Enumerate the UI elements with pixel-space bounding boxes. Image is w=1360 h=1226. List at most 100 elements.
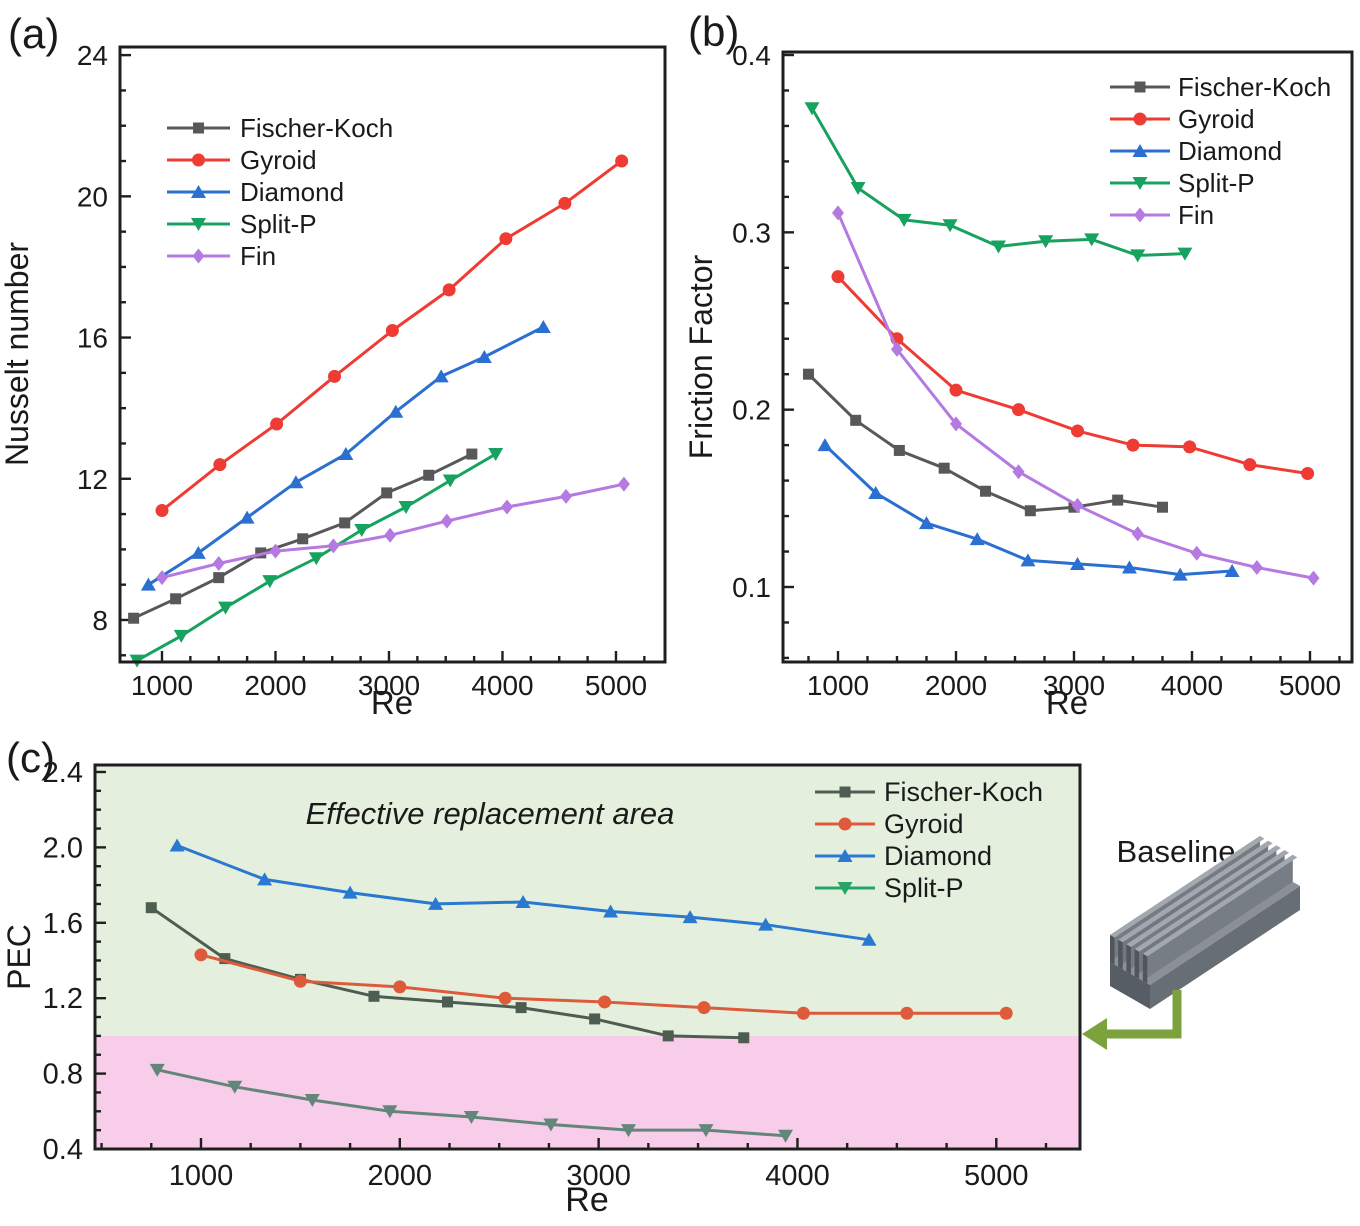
effective-zone — [95, 765, 1080, 1036]
svg-text:1.2: 1.2 — [43, 983, 83, 1015]
legend-item-fischer-koch: Fischer-Koch — [1110, 72, 1331, 102]
svg-text:0.4: 0.4 — [43, 1134, 83, 1166]
plot-frame — [781, 50, 1354, 664]
svg-text:1.6: 1.6 — [43, 908, 83, 940]
svg-text:0.3: 0.3 — [732, 217, 771, 248]
series-gyroid — [155, 154, 629, 518]
legend-item-split-p: Split-P — [815, 873, 964, 903]
legend-item-fischer-koch: Fischer-Koch — [167, 113, 393, 143]
series-fin — [155, 476, 630, 586]
legend-label-fischer-koch: Fischer-Koch — [240, 113, 393, 143]
legend-label-split-p: Split-P — [240, 209, 317, 239]
x-axis-label: Re — [1046, 684, 1088, 721]
effective-replacement-annotation: Effective replacement area — [306, 796, 675, 831]
x-axis-label: Re — [565, 1181, 608, 1219]
series-diamond — [817, 438, 1240, 581]
panel-a-label: (a) — [8, 10, 59, 57]
legend-item-diamond: Diamond — [1110, 136, 1282, 166]
legend-label-fin: Fin — [1178, 200, 1214, 230]
x-axis-label: Re — [371, 684, 413, 721]
plot-frame — [93, 763, 1082, 1151]
legend-item-gyroid: Gyroid — [815, 809, 964, 839]
legend-item-diamond: Diamond — [167, 177, 344, 207]
legend-item-split-p: Split-P — [1110, 168, 1255, 198]
svg-text:5000: 5000 — [585, 670, 647, 701]
svg-text:2000: 2000 — [925, 670, 987, 701]
axis-ticks — [120, 53, 646, 662]
svg-text:5000: 5000 — [964, 1160, 1029, 1192]
svg-text:1000: 1000 — [807, 670, 869, 701]
svg-text:1000: 1000 — [131, 670, 193, 701]
svg-text:24: 24 — [77, 40, 108, 71]
legend-item-gyroid: Gyroid — [167, 145, 317, 175]
svg-text:0.8: 0.8 — [43, 1059, 83, 1091]
baseline-arrow-icon — [1082, 990, 1182, 1050]
legend-label-diamond: Diamond — [1178, 136, 1282, 166]
svg-text:0.2: 0.2 — [732, 395, 771, 426]
svg-text:2.0: 2.0 — [43, 832, 83, 864]
svg-text:1000: 1000 — [169, 1160, 234, 1192]
svg-text:4000: 4000 — [765, 1160, 830, 1192]
svg-text:3000: 3000 — [1043, 670, 1105, 701]
svg-text:2.4: 2.4 — [43, 757, 83, 789]
panel-b-label: (b) — [688, 8, 739, 55]
pec-chart: 1000 2000 3000 4000 5000 0.4 0.8 1.2 1.6 2.0 2.4 Re… — [1, 757, 1082, 1219]
svg-text:3000: 3000 — [358, 670, 420, 701]
panel-c-label: (c) — [6, 734, 55, 781]
series-gyroid — [831, 270, 1315, 481]
y-axis-label: Friction Factor — [683, 254, 719, 459]
svg-text:3000: 3000 — [566, 1160, 631, 1192]
legend-label-diamond: Diamond — [884, 841, 992, 871]
series-split-p — [149, 1063, 794, 1143]
nusselt-number-chart: 1000 2000 3000 4000 5000 8 12 16 20 24 Re Nusselt n… — [0, 40, 667, 721]
ineffective-zone — [95, 1035, 1080, 1149]
svg-text:0.4: 0.4 — [732, 40, 771, 71]
plot-frame — [118, 45, 667, 664]
legend-label-split-p: Split-P — [1178, 168, 1255, 198]
series-diamond — [140, 319, 551, 591]
y-axis-label: PEC — [1, 924, 37, 990]
legend-label-gyroid: Gyroid — [240, 145, 317, 175]
series-fischer-koch — [802, 368, 1168, 517]
svg-text:2000: 2000 — [368, 1160, 433, 1192]
series-diamond — [169, 838, 877, 946]
svg-text:5000: 5000 — [1279, 670, 1341, 701]
baseline-annotation: Baseline — [1082, 834, 1300, 1050]
svg-text:20: 20 — [77, 181, 108, 212]
series-fin — [831, 205, 1320, 586]
series-split-p — [129, 448, 504, 668]
legend-label-fischer-koch: Fischer-Koch — [884, 777, 1043, 807]
y-tick-labels: 0.1 0.2 0.3 0.4 — [732, 40, 771, 603]
svg-text:4000: 4000 — [471, 670, 533, 701]
legend-item-fischer-koch: Fischer-Koch — [815, 777, 1043, 807]
legend-label-fischer-koch: Fischer-Koch — [1178, 72, 1331, 102]
y-axis-label: Nusselt number — [0, 242, 35, 466]
svg-text:16: 16 — [77, 323, 108, 354]
x-tick-labels: 1000 2000 3000 4000 5000 — [131, 670, 647, 701]
friction-factor-chart: 1000 2000 3000 4000 5000 0.1 0.2 0.3 0.4 Re Fricti… — [683, 40, 1354, 721]
series-fischer-koch — [128, 448, 478, 624]
svg-text:4000: 4000 — [1161, 670, 1223, 701]
svg-text:8: 8 — [92, 605, 108, 636]
legend-label-fin: Fin — [240, 241, 276, 271]
x-tick-labels: 1000 2000 3000 4000 5000 — [169, 1160, 1029, 1192]
series-split-p — [804, 102, 1193, 263]
baseline-label: Baseline — [1117, 834, 1236, 869]
svg-text:2000: 2000 — [244, 670, 306, 701]
y-tick-labels: 0.4 0.8 1.2 1.6 2.0 2.4 — [43, 757, 83, 1166]
legend-label-gyroid: Gyroid — [1178, 104, 1255, 134]
series-gyroid — [194, 948, 1013, 1020]
legend-label-diamond: Diamond — [240, 177, 344, 207]
x-tick-labels: 1000 2000 3000 4000 5000 — [807, 670, 1341, 701]
legend-label-split-p: Split-P — [884, 873, 964, 903]
legend-item-gyroid: Gyroid — [1110, 104, 1255, 134]
legend-item-split-p: Split-P — [167, 209, 317, 239]
heatsink-illustration — [1110, 836, 1300, 1009]
svg-text:12: 12 — [77, 464, 108, 495]
legend-label-gyroid: Gyroid — [884, 809, 964, 839]
